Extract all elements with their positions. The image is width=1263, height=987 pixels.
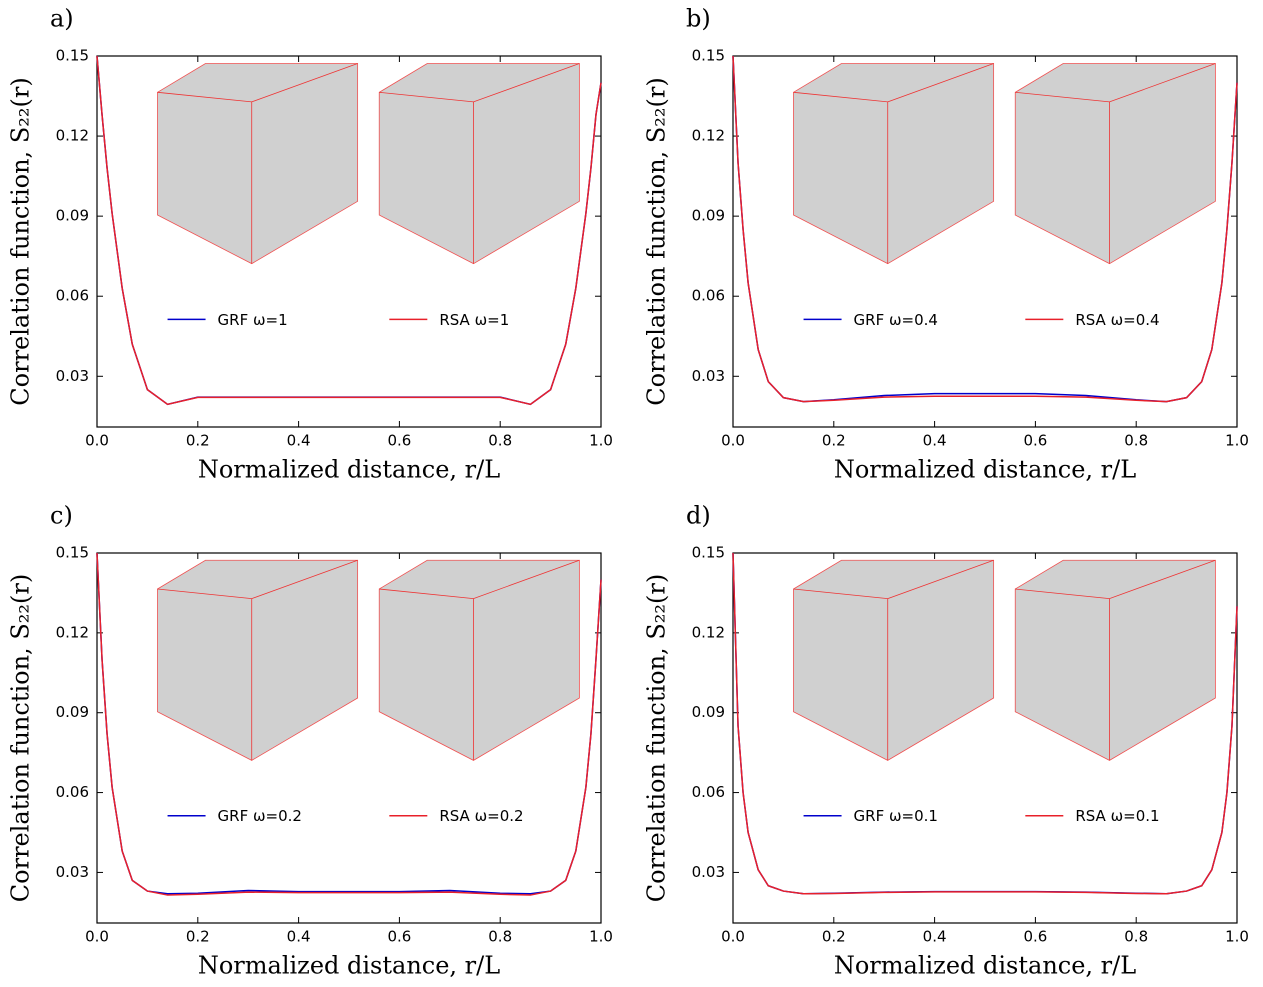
legend-label: RSA ω=1 xyxy=(439,311,509,329)
y-tick-label: 0.06 xyxy=(692,783,725,801)
x-tick-label: 0.2 xyxy=(186,432,210,450)
legend-label: RSA ω=0.4 xyxy=(1075,311,1159,329)
y-tick-label: 0.15 xyxy=(56,47,89,65)
y-tick-label: 0.06 xyxy=(56,783,89,801)
inset-render xyxy=(793,559,995,761)
legend-label: RSA ω=0.1 xyxy=(1075,807,1159,825)
y-tick-label: 0.15 xyxy=(56,544,89,562)
inset-render xyxy=(1014,559,1216,761)
data-line xyxy=(732,55,1238,403)
x-tick-label: 1.0 xyxy=(589,432,613,450)
y-tick-label: 0.06 xyxy=(692,287,725,305)
y-tick-label: 0.03 xyxy=(692,367,725,385)
x-tick-label: 0.6 xyxy=(1023,928,1047,946)
x-axis-label: Normalized distance, r/L xyxy=(834,456,1136,484)
y-tick-label: 0.09 xyxy=(692,703,725,721)
x-axis-label: Normalized distance, r/L xyxy=(198,952,500,980)
x-tick-label: 0.0 xyxy=(721,432,745,450)
y-axis-label: Correlation function, S₂₂(r) xyxy=(7,77,35,405)
legend-label: RSA ω=0.2 xyxy=(439,807,523,825)
y-tick-label: 0.09 xyxy=(692,207,725,225)
y-tick-label: 0.12 xyxy=(56,127,89,145)
panel-label: b) xyxy=(686,5,711,33)
x-tick-label: 0.8 xyxy=(1124,432,1148,450)
panel-label: c) xyxy=(50,502,73,530)
legend-label: GRF ω=0.2 xyxy=(218,807,302,825)
x-tick-label: 0.2 xyxy=(186,928,210,946)
y-tick-label: 0.06 xyxy=(56,287,89,305)
legend-label: GRF ω=0.4 xyxy=(854,311,938,329)
plot-frame xyxy=(96,55,602,428)
x-tick-label: 0.6 xyxy=(1023,432,1047,450)
panel: d) Normalized distance, r/L Correlation fu… xyxy=(643,502,1249,980)
plot-frame xyxy=(732,552,1238,924)
x-tick-label: 0.8 xyxy=(1124,928,1148,946)
inset-render xyxy=(157,559,359,761)
plot-frame xyxy=(96,552,602,924)
x-tick-label: 0.2 xyxy=(822,432,846,450)
data-line xyxy=(96,55,602,406)
panel: b) Normalized distance, r/L Correlation fu… xyxy=(643,5,1249,484)
x-tick-label: 0.4 xyxy=(287,432,311,450)
legend-label: GRF ω=1 xyxy=(218,311,288,329)
x-tick-label: 0.4 xyxy=(287,928,311,946)
x-tick-label: 0.4 xyxy=(923,432,947,450)
x-axis-label: Normalized distance, r/L xyxy=(198,456,500,484)
x-tick-label: 1.0 xyxy=(1225,928,1249,946)
y-tick-label: 0.15 xyxy=(692,47,725,65)
x-axis-label: Normalized distance, r/L xyxy=(834,952,1136,980)
x-tick-label: 1.0 xyxy=(589,928,613,946)
y-tick-label: 0.12 xyxy=(692,127,725,145)
y-tick-label: 0.12 xyxy=(692,623,725,641)
y-axis-label: Correlation function, S₂₂(r) xyxy=(7,574,35,902)
y-tick-label: 0.12 xyxy=(56,623,89,641)
x-tick-label: 0.8 xyxy=(488,432,512,450)
x-tick-label: 0.6 xyxy=(387,432,411,450)
y-tick-label: 0.03 xyxy=(56,863,89,881)
y-tick-label: 0.09 xyxy=(56,207,89,225)
y-axis-label: Correlation function, S₂₂(r) xyxy=(643,77,671,405)
x-tick-label: 0.2 xyxy=(822,928,846,946)
data-line xyxy=(732,552,1238,895)
data-line xyxy=(96,552,602,896)
plot-frame xyxy=(732,55,1238,428)
y-axis-label: Correlation function, S₂₂(r) xyxy=(643,574,671,902)
x-tick-label: 0.4 xyxy=(923,928,947,946)
inset-render xyxy=(157,63,359,265)
y-tick-label: 0.03 xyxy=(692,863,725,881)
x-tick-label: 0.6 xyxy=(387,928,411,946)
x-tick-label: 0.8 xyxy=(488,928,512,946)
panel-label: a) xyxy=(50,5,74,33)
y-tick-label: 0.09 xyxy=(56,703,89,721)
x-tick-label: 0.0 xyxy=(85,928,109,946)
inset-render xyxy=(793,63,995,265)
y-tick-label: 0.03 xyxy=(56,367,89,385)
legend-label: GRF ω=0.1 xyxy=(854,807,938,825)
x-tick-label: 0.0 xyxy=(85,432,109,450)
x-tick-label: 0.0 xyxy=(721,928,745,946)
x-tick-label: 1.0 xyxy=(1225,432,1249,450)
panel: c) Normalized distance, r/L Correlation fu… xyxy=(7,502,613,980)
panel: a) Normalized distance, r/L Correlation fu… xyxy=(7,5,613,484)
inset-render xyxy=(378,63,580,265)
inset-render xyxy=(378,559,580,761)
y-tick-label: 0.15 xyxy=(692,544,725,562)
inset-render xyxy=(1014,63,1216,265)
panel-label: d) xyxy=(686,502,711,530)
